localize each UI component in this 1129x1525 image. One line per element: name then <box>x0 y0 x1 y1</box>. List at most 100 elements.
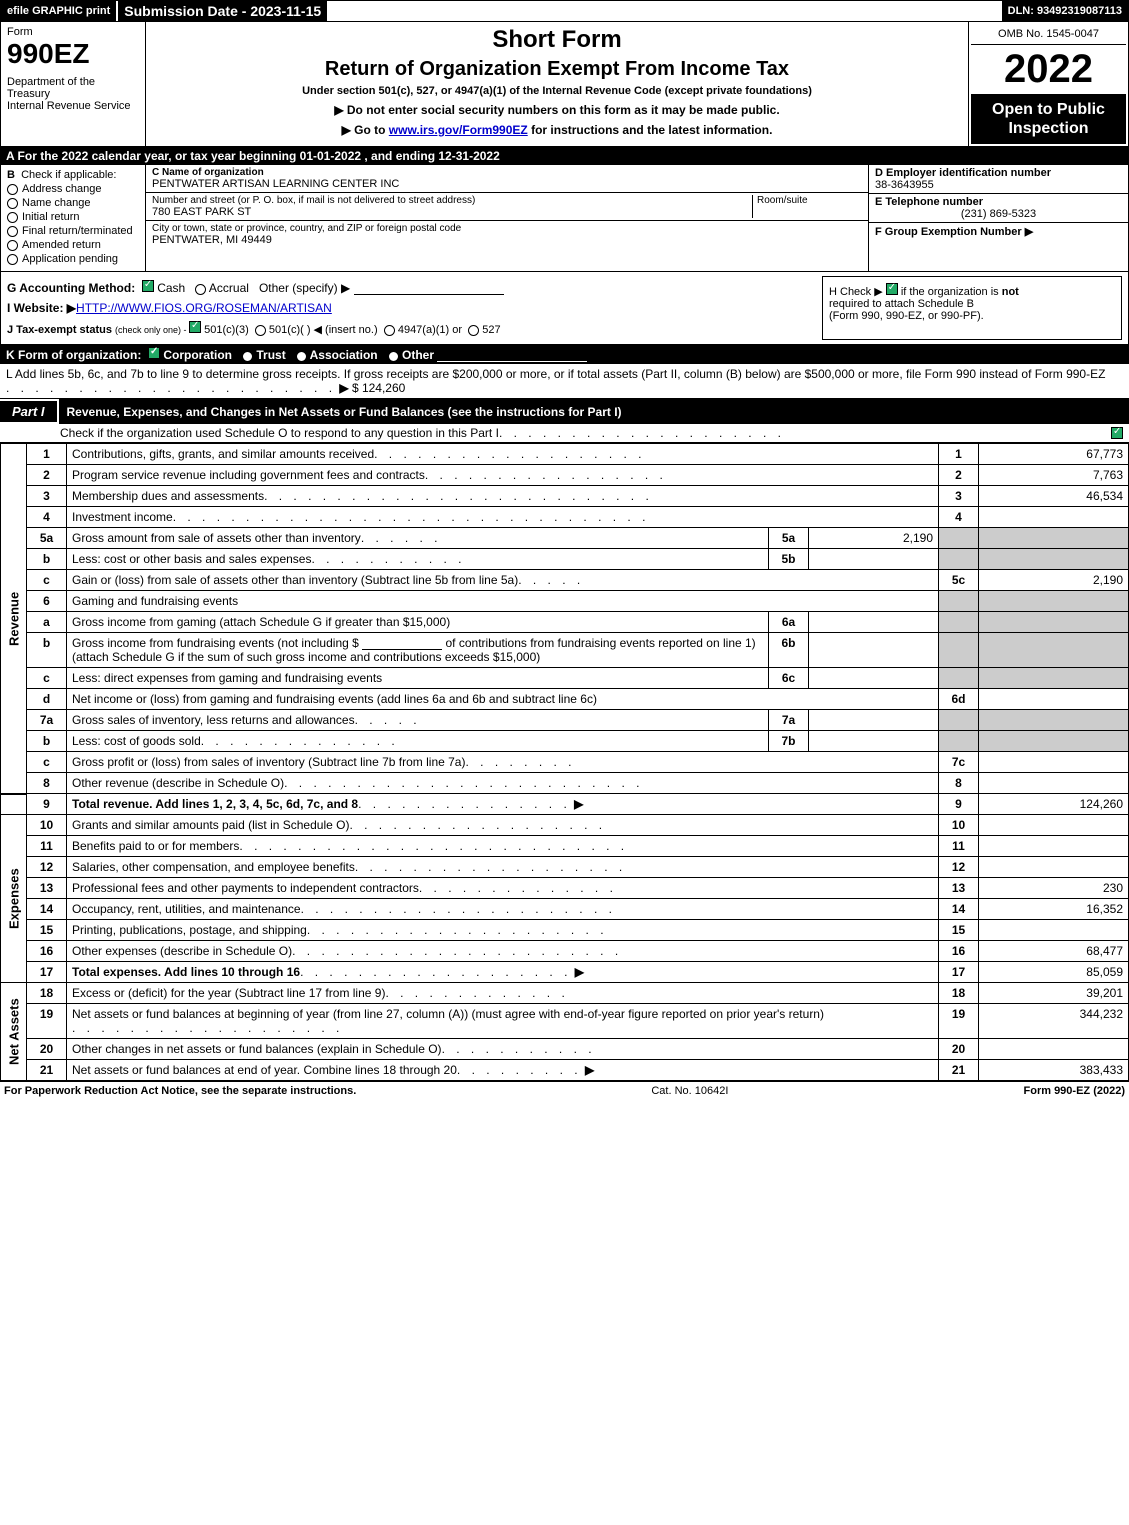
line-7c-num: c <box>27 752 67 773</box>
label-name-change: Name change <box>22 197 91 209</box>
dots-icon: . . . . . . . . . . . . . . . . . <box>425 468 667 482</box>
line-1-desc: Contributions, gifts, grants, and simila… <box>72 447 374 461</box>
line-5c-rn: 5c <box>939 570 979 591</box>
line-20-desc: Other changes in net assets or fund bala… <box>72 1042 442 1056</box>
line-6b-num: b <box>27 633 67 668</box>
line-21-amt: 383,433 <box>979 1060 1129 1081</box>
checkbox-trust[interactable] <box>242 351 253 362</box>
instruction-goto: ▶ Go to www.irs.gov/Form990EZ for instru… <box>154 123 960 137</box>
footer-left: For Paperwork Reduction Act Notice, see … <box>4 1085 356 1097</box>
line-19-rn: 19 <box>939 1004 979 1039</box>
checkbox-schedule-b-not-required[interactable] <box>886 283 898 295</box>
line-4-amt <box>979 507 1129 528</box>
shaded-cell <box>939 591 979 612</box>
line-8-desc: Other revenue (describe in Schedule O) <box>72 776 284 790</box>
line-4-desc: Investment income <box>72 510 173 524</box>
line-20-num: 20 <box>27 1039 67 1060</box>
line-9-num: 9 <box>27 794 67 815</box>
checkbox-501c3[interactable] <box>189 321 201 333</box>
dept-line-1: Department of the Treasury <box>7 76 139 100</box>
line-7b-sn: 7b <box>769 731 809 752</box>
line-3-desc: Membership dues and assessments <box>72 489 264 503</box>
line-l-text: L Add lines 5b, 6c, and 7b to line 9 to … <box>6 367 1105 381</box>
line-3-rn: 3 <box>939 486 979 507</box>
line-15-desc: Printing, publications, postage, and shi… <box>72 923 307 937</box>
line-k-label: K Form of organization: <box>6 348 141 362</box>
line-8-rn: 8 <box>939 773 979 794</box>
line-6d-num: d <box>27 689 67 710</box>
box-def: D Employer identification number 38-3643… <box>868 165 1128 271</box>
line-7b-samt <box>809 731 939 752</box>
shaded-cell <box>939 731 979 752</box>
check-if-applicable: Check if applicable: <box>21 169 116 181</box>
side-label-expenses: Expenses <box>1 815 27 983</box>
line-6c-num: c <box>27 668 67 689</box>
line-6a-sn: 6a <box>769 612 809 633</box>
checkbox-address-change[interactable] <box>7 184 18 195</box>
box-h: H Check ▶ if the organization is not req… <box>822 276 1122 340</box>
dots-icon: . . . . . . . . . . . . . . . . . . . <box>374 447 645 461</box>
street-value: 780 EAST PARK ST <box>152 206 752 218</box>
line-6c-desc: Less: direct expenses from gaming and fu… <box>67 668 769 689</box>
phone-value: (231) 869-5323 <box>875 208 1122 220</box>
line-13-amt: 230 <box>979 878 1129 899</box>
ghij-left: G Accounting Method: Cash Accrual Other … <box>7 276 822 340</box>
checkbox-final-return[interactable] <box>7 226 18 237</box>
arrow-icon: ▶ <box>574 797 583 811</box>
line-11-desc: Benefits paid to or for members <box>72 839 239 853</box>
line-17-desc: Total expenses. Add lines 10 through 16 <box>72 965 300 979</box>
label-corporation: Corporation <box>163 348 232 362</box>
phone-label: E Telephone number <box>875 196 983 208</box>
dots-icon: . . . . . . <box>361 531 442 545</box>
label-association: Association <box>310 348 378 362</box>
line-9-desc: Total revenue. Add lines 1, 2, 3, 4, 5c,… <box>72 797 358 811</box>
dots-icon: . . . . . . . . . . . . . . . . . . . . … <box>173 510 650 524</box>
line-19-num: 19 <box>27 1004 67 1039</box>
checkbox-application-pending[interactable] <box>7 254 18 265</box>
checkbox-schedule-o-used[interactable] <box>1111 427 1123 439</box>
checkbox-corporation[interactable] <box>148 347 160 359</box>
label-other-specify: Other (specify) ▶ <box>259 281 350 295</box>
efile-print-button[interactable]: efile GRAPHIC print <box>1 1 116 21</box>
checkbox-amended[interactable] <box>7 240 18 251</box>
dots-icon: . . . . . . . . . . . . . . . . . . . <box>72 1021 343 1035</box>
line-5b-sn: 5b <box>769 549 809 570</box>
dept-line-2: Internal Revenue Service <box>7 100 139 112</box>
irs-link[interactable]: www.irs.gov/Form990EZ <box>389 123 528 137</box>
line-5c-amt: 2,190 <box>979 570 1129 591</box>
other-specify-field[interactable] <box>354 281 504 295</box>
line-j-sub: (check only one) - <box>115 325 189 335</box>
line-6b-blank[interactable] <box>362 636 442 650</box>
checkbox-accrual[interactable] <box>195 284 206 295</box>
dots-icon: . . . . . . . . . . . . . . . . . . . . … <box>6 381 336 395</box>
line-12-desc: Salaries, other compensation, and employ… <box>72 860 355 874</box>
checkbox-name-change[interactable] <box>7 198 18 209</box>
checkbox-501c[interactable] <box>255 325 266 336</box>
dots-icon: . . . . . . . . . . . . . . <box>419 881 617 895</box>
dots-icon: . . . . . <box>518 573 584 587</box>
line-7c-amt <box>979 752 1129 773</box>
website-link[interactable]: HTTP://WWW.FIOS.ORG/ROSEMAN/ARTISAN <box>76 301 332 315</box>
section-a-bar: A For the 2022 calendar year, or tax yea… <box>0 147 1129 165</box>
checkbox-association[interactable] <box>296 351 307 362</box>
footer-form-post: (2022) <box>1090 1085 1125 1097</box>
label-527: 527 <box>482 324 500 336</box>
checkbox-527[interactable] <box>468 325 479 336</box>
line-12-rn: 12 <box>939 857 979 878</box>
line-k-bar: K Form of organization: Corporation Trus… <box>0 345 1129 364</box>
line-13-desc: Professional fees and other payments to … <box>72 881 419 895</box>
checkbox-4947[interactable] <box>384 325 395 336</box>
checkbox-cash[interactable] <box>142 280 154 292</box>
checkbox-initial-return[interactable] <box>7 212 18 223</box>
checkbox-other-org[interactable] <box>388 351 399 362</box>
line-2-amt: 7,763 <box>979 465 1129 486</box>
footer-form-num: 990-EZ <box>1054 1085 1090 1097</box>
line-16-rn: 16 <box>939 941 979 962</box>
side-label-revenue: Revenue <box>1 444 27 794</box>
line-10-rn: 10 <box>939 815 979 836</box>
other-org-field[interactable] <box>437 348 587 362</box>
line-15-num: 15 <box>27 920 67 941</box>
shaded-cell <box>979 612 1129 633</box>
line-21-num: 21 <box>27 1060 67 1081</box>
dots-icon: . . . . . . . . <box>465 755 575 769</box>
